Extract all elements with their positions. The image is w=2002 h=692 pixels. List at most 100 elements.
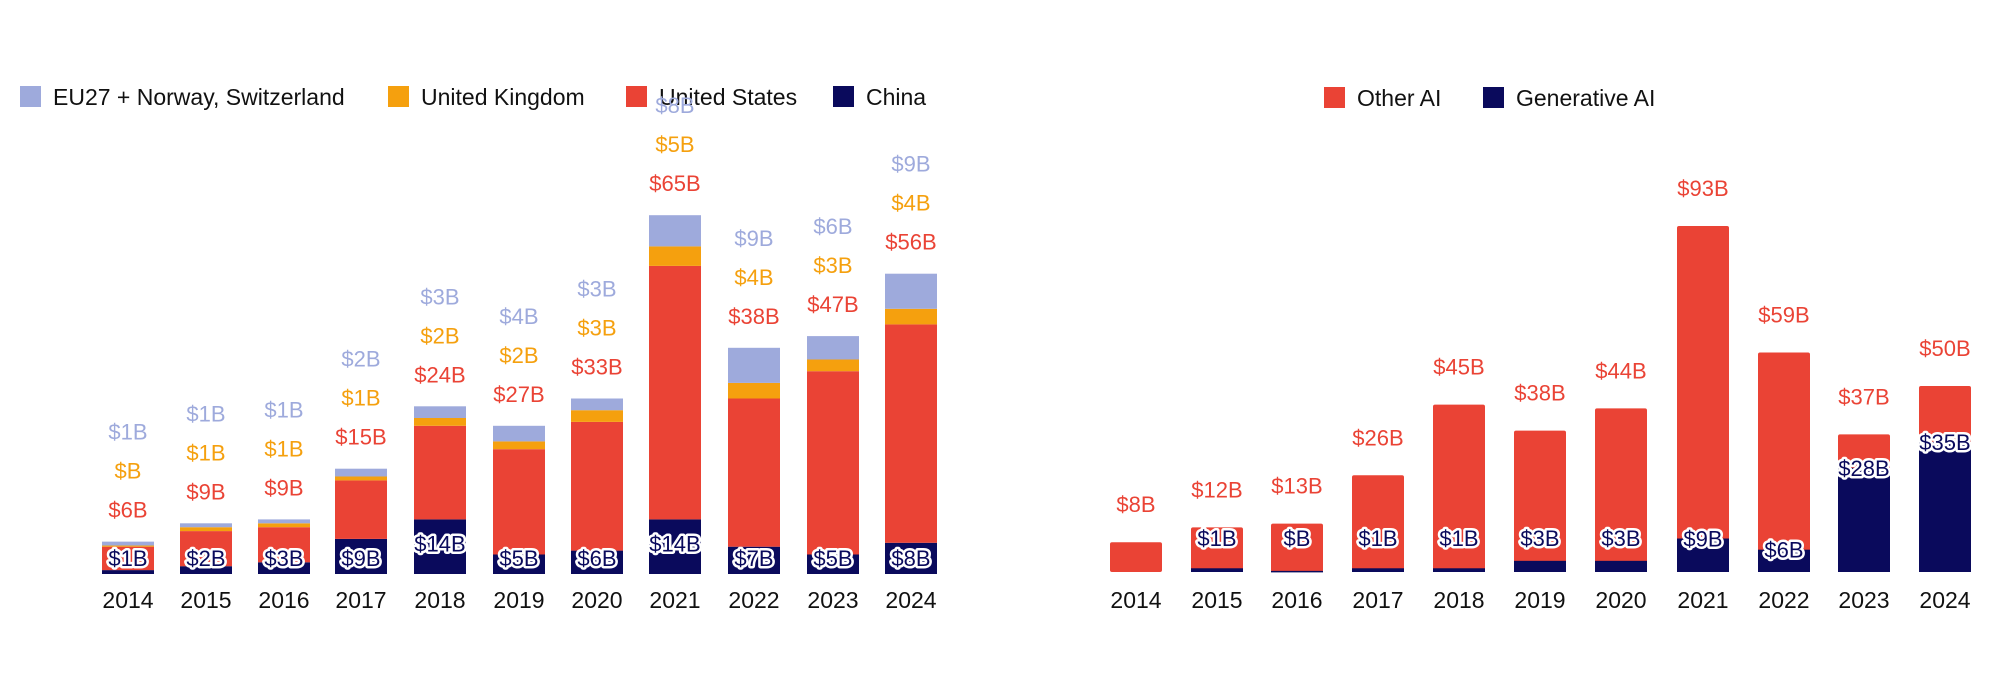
- bar-united-states-2014: [102, 546, 154, 571]
- label-us-2017: $15B: [335, 425, 386, 450]
- bar-china-2023: [807, 554, 859, 574]
- bar-united-states-2021: [649, 265, 701, 520]
- label-uk-2023: $3B: [813, 253, 852, 278]
- x-tick-right-2018: 2018: [1433, 587, 1484, 613]
- bar-united-kingdom-2022: [728, 382, 780, 399]
- x-tick-right-2022: 2022: [1758, 587, 1809, 613]
- bar-eu27-norway-switzerland-2014: [102, 541, 154, 546]
- bar-other-ai-2014: [1110, 542, 1162, 572]
- label-generative-ai-2020: $3B: [1601, 526, 1640, 551]
- label-generative-ai-2022: $6B: [1764, 538, 1803, 563]
- bar-united-kingdom-2018: [414, 418, 466, 426]
- label-eu-2021: $8B: [655, 93, 694, 118]
- bar-united-kingdom-2020: [571, 410, 623, 422]
- bar-united-states-2019: [493, 449, 545, 555]
- bar-other-ai-2021: [1677, 226, 1729, 573]
- bar-eu27-norway-switzerland-2018: [414, 406, 466, 418]
- bar-china-2014: [102, 570, 154, 574]
- x-tick-right-2024: 2024: [1919, 587, 1970, 613]
- legend-swatch-china: [833, 86, 854, 107]
- label-china-2015: $2B: [186, 546, 225, 571]
- label-uk-2014: $B: [115, 459, 142, 484]
- label-china-2021: $14B: [649, 531, 700, 556]
- bar-eu27-norway-switzerland-2015: [180, 523, 232, 528]
- bar-china-2024: [885, 542, 937, 574]
- legend-swatch-eu27-norway-switzerland: [20, 86, 41, 107]
- bar-united-kingdom-2019: [493, 441, 545, 450]
- label-generative-ai-2021: $9B: [1683, 527, 1722, 552]
- bar-united-states-2017: [335, 480, 387, 539]
- label-china-2016: $3B: [264, 546, 303, 571]
- label-us-2015: $9B: [186, 479, 225, 504]
- label-us-2024: $56B: [885, 230, 936, 255]
- label-generative-ai-2019: $3B: [1520, 526, 1559, 551]
- x-tick-right-2023: 2023: [1838, 587, 1889, 613]
- bar-other-ai-2022: [1758, 352, 1810, 572]
- x-tick-right-2020: 2020: [1595, 587, 1646, 613]
- legend-label-china: China: [866, 84, 926, 110]
- bar-eu27-norway-switzerland-2017: [335, 468, 387, 477]
- label-eu-2024: $9B: [891, 152, 930, 177]
- bar-china-2022: [728, 546, 780, 574]
- label-uk-2018: $2B: [420, 323, 459, 348]
- bar-other-ai-2019: [1514, 430, 1566, 572]
- label-us-2014: $6B: [108, 498, 147, 523]
- label-china-2020: $6B: [577, 546, 616, 571]
- label-eu-2016: $1B: [264, 397, 303, 422]
- x-tick-left-2014: 2014: [102, 587, 153, 613]
- bar-united-kingdom-2021: [649, 246, 701, 266]
- label-china-2017: $9B: [341, 546, 380, 571]
- label-uk-2019: $2B: [499, 343, 538, 368]
- label-generative-ai-2024: $35B: [1919, 430, 1970, 455]
- label-eu-2017: $2B: [341, 347, 380, 372]
- label-uk-2017: $1B: [341, 386, 380, 411]
- bar-united-states-2015: [180, 531, 232, 567]
- bar-eu27-norway-switzerland-2024: [885, 273, 937, 309]
- label-us-2016: $9B: [264, 475, 303, 500]
- bar-united-kingdom-2015: [180, 527, 232, 532]
- bar-china-2019: [493, 554, 545, 574]
- bar-other-ai-2018: [1433, 404, 1485, 572]
- bar-other-ai-2017: [1352, 475, 1404, 572]
- legend-swatch-other-ai: [1324, 87, 1345, 108]
- x-tick-left-2020: 2020: [571, 587, 622, 613]
- bar-other-ai-2020: [1595, 408, 1647, 572]
- label-eu-2018: $3B: [420, 284, 459, 309]
- bar-united-states-2016: [258, 527, 310, 563]
- bar-generative-ai-2017: [1352, 568, 1404, 572]
- x-tick-right-2021: 2021: [1677, 587, 1728, 613]
- x-tick-left-2016: 2016: [258, 587, 309, 613]
- x-tick-left-2021: 2021: [649, 587, 700, 613]
- bar-other-ai-2016: [1271, 523, 1323, 572]
- label-generative-ai-2015: $1B: [1197, 526, 1236, 551]
- bar-generative-ai-2016: [1271, 570, 1323, 573]
- x-tick-left-2019: 2019: [493, 587, 544, 613]
- bar-united-states-2020: [571, 421, 623, 551]
- label-generative-ai-2023: $28B: [1838, 456, 1889, 481]
- x-tick-left-2015: 2015: [180, 587, 231, 613]
- label-generative-ai-2017: $1B: [1358, 526, 1397, 551]
- bar-china-2018: [414, 519, 466, 574]
- legend-swatch-generative-ai: [1483, 87, 1504, 108]
- label-china-2014: $1B: [108, 546, 147, 571]
- bar-generative-ai-2021: [1677, 538, 1729, 572]
- bar-eu27-norway-switzerland-2016: [258, 519, 310, 524]
- bar-generative-ai-2019: [1514, 560, 1566, 572]
- bar-china-2021: [649, 519, 701, 574]
- bar-united-kingdom-2024: [885, 308, 937, 325]
- label-other-ai-2024: $50B: [1919, 336, 1970, 361]
- label-other-ai-2018: $45B: [1433, 355, 1484, 380]
- x-tick-right-2019: 2019: [1514, 587, 1565, 613]
- bar-united-states-2023: [807, 371, 859, 555]
- legend-swatch-united-states: [626, 86, 647, 107]
- bar-china-2020: [571, 550, 623, 574]
- bar-united-kingdom-2014: [102, 545, 154, 547]
- label-other-ai-2022: $59B: [1758, 303, 1809, 328]
- legend-label-eu27-norway-switzerland: EU27 + Norway, Switzerland: [53, 84, 345, 110]
- legend-label-united-kingdom: United Kingdom: [421, 84, 585, 110]
- bar-generative-ai-2022: [1758, 549, 1810, 572]
- bar-eu27-norway-switzerland-2019: [493, 425, 545, 442]
- bar-eu27-norway-switzerland-2023: [807, 336, 859, 360]
- label-other-ai-2017: $26B: [1352, 425, 1403, 450]
